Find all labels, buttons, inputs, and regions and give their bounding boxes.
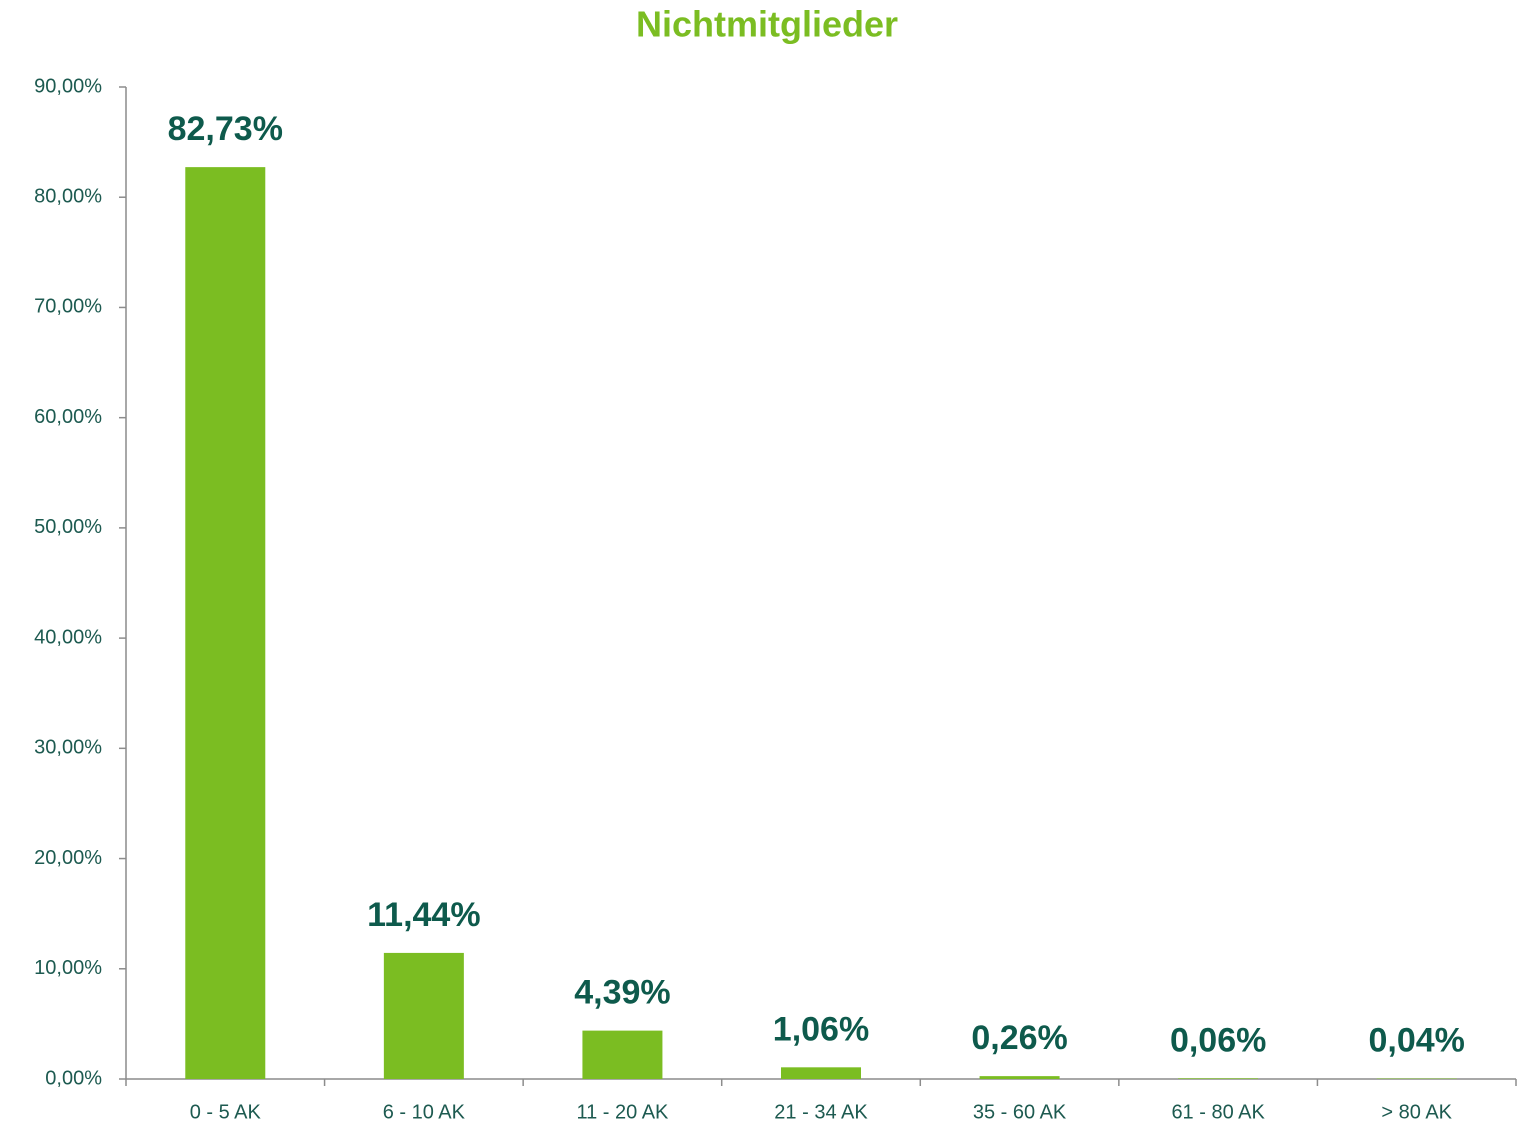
value-label: 0,04% — [1369, 1022, 1465, 1060]
y-tick-label: 40,00% — [34, 626, 102, 648]
bar — [582, 1030, 663, 1079]
y-tick-label: 70,00% — [34, 296, 102, 318]
bar — [383, 952, 464, 1079]
value-label: 0,06% — [1170, 1021, 1266, 1059]
value-label: 11,44% — [367, 896, 480, 934]
y-tick-label: 60,00% — [34, 406, 102, 428]
y-tick-label: 90,00% — [34, 75, 102, 97]
y-tick-label: 50,00% — [34, 516, 102, 538]
x-tick-label: 61 - 80 AK — [1171, 1101, 1265, 1123]
bar — [781, 1067, 861, 1079]
bar — [979, 1076, 1060, 1079]
value-label: 82,73% — [168, 110, 283, 148]
y-tick-label: 0,00% — [45, 1067, 102, 1089]
x-tick-label: 0 - 5 AK — [190, 1101, 262, 1123]
y-tick-label: 10,00% — [34, 957, 102, 979]
bar — [185, 167, 266, 1079]
y-tick-label: 20,00% — [34, 847, 102, 869]
x-tick-label: 6 - 10 AK — [383, 1101, 466, 1123]
value-label: 4,39% — [574, 974, 670, 1012]
y-tick-label: 30,00% — [34, 737, 102, 759]
chart-title: Nichtmitglieder — [636, 4, 898, 45]
bar — [1178, 1078, 1259, 1079]
x-tick-label: 11 - 20 AK — [576, 1101, 669, 1123]
value-label: 1,06% — [773, 1010, 869, 1048]
value-label: 0,26% — [971, 1019, 1067, 1057]
x-tick-label: 35 - 60 AK — [973, 1101, 1067, 1123]
x-tick-label: 21 - 34 AK — [774, 1101, 868, 1123]
x-tick-label: > 80 AK — [1381, 1101, 1452, 1123]
y-tick-label: 80,00% — [34, 186, 102, 208]
